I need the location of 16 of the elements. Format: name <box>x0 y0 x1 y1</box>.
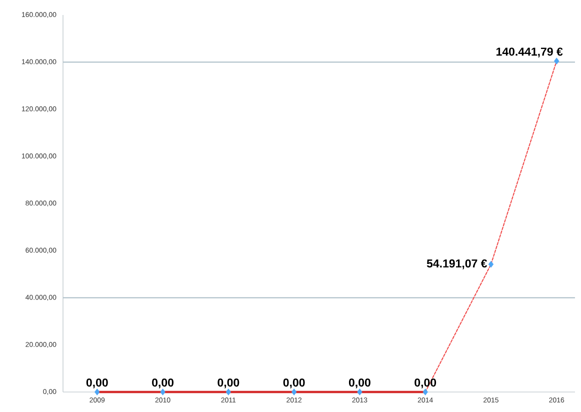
data-label: 0,00 <box>348 378 370 388</box>
data-label: 140.441,79 € <box>496 48 563 58</box>
point <box>554 58 560 64</box>
point <box>488 260 494 268</box>
point <box>291 388 297 396</box>
data-label: 54.191,07 € <box>426 259 488 270</box>
point <box>357 388 362 396</box>
data-label: 0,00 <box>152 378 174 388</box>
data-label: 0,00 <box>283 378 305 388</box>
data-label: 0,00 <box>414 378 436 388</box>
point <box>226 388 232 396</box>
point <box>160 388 166 396</box>
point <box>422 388 428 396</box>
data-label: 0,00 <box>218 378 240 388</box>
point <box>94 388 100 396</box>
data-label: 0,00 <box>86 378 108 388</box>
